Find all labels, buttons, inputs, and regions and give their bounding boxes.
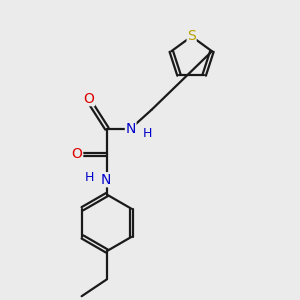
Text: H: H: [85, 171, 94, 184]
Text: O: O: [84, 92, 94, 106]
Text: S: S: [187, 29, 196, 43]
Text: N: N: [125, 122, 136, 136]
Text: O: O: [72, 148, 83, 161]
Text: N: N: [100, 173, 111, 187]
Text: H: H: [143, 128, 153, 140]
